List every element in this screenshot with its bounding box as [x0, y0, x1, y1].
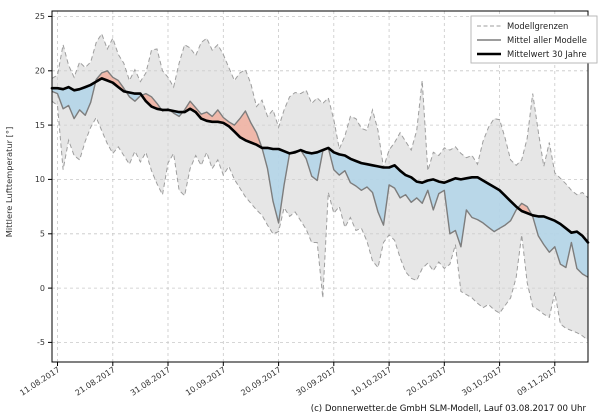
- model-range-band-group: [51, 32, 589, 341]
- x-tick-label: 11.08.2017: [18, 365, 61, 397]
- x-tick-label: 30.10.2017: [460, 365, 503, 397]
- x-tick-label: 21.08.2017: [74, 365, 117, 397]
- legend-label-mittelwert-30-jahre: Mittelwert 30 Jahre: [507, 49, 587, 59]
- x-tick-label: 09.11.2017: [516, 365, 559, 397]
- legend-label-modellgrenzen: Modellgrenzen: [507, 21, 568, 31]
- x-axis: 11.08.2017 21.08.2017 31.08.2017 10.09.2017…: [18, 362, 559, 398]
- copyright-text: (c) Donnerwetter.de GmbH SLM-Modell, Lau…: [311, 404, 587, 414]
- x-tick-label: 20.10.2017: [405, 365, 448, 397]
- y-axis-title: Mittlere Lufttemperatur [°]: [4, 127, 14, 238]
- y-tick-label: 0: [40, 284, 45, 293]
- y-axis: 25 20 15 10 5 0 -5: [35, 12, 52, 347]
- model-range-upper-line: [51, 32, 589, 199]
- plot-border: [51, 10, 589, 363]
- series-lines: [50, 70, 590, 278]
- model-range-lower-line: [51, 100, 589, 341]
- below-mean-fill: [52, 70, 588, 278]
- y-tick-label: 10: [35, 175, 45, 184]
- x-tick-label: 30.09.2017: [295, 365, 338, 397]
- model-range-band: [52, 33, 588, 341]
- y-tick-label: 15: [35, 121, 45, 130]
- legend: Modellgrenzen Mittel aller Modelle Mitte…: [470, 15, 598, 64]
- x-tick-label: 20.09.2017: [239, 365, 282, 397]
- y-tick-label: -5: [37, 338, 45, 347]
- mean30-line: [50, 77, 590, 244]
- y-tick-label: 20: [35, 67, 45, 76]
- legend-label-mittel-aller-modelle: Mittel aller Modelle: [507, 35, 587, 45]
- x-tick-label: 31.08.2017: [129, 365, 172, 397]
- y-tick-label: 25: [35, 12, 45, 21]
- x-tick-label: 10.10.2017: [350, 365, 393, 397]
- deviation-fills: [52, 70, 588, 278]
- x-tick-label: 10.09.2017: [184, 365, 227, 397]
- y-tick-label: 5: [40, 230, 45, 239]
